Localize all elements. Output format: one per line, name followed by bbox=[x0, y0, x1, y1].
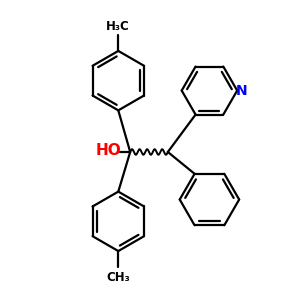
Text: H₃C: H₃C bbox=[105, 20, 129, 33]
Text: HO: HO bbox=[95, 143, 121, 158]
Text: CH₃: CH₃ bbox=[106, 271, 130, 284]
Text: N: N bbox=[235, 84, 247, 98]
